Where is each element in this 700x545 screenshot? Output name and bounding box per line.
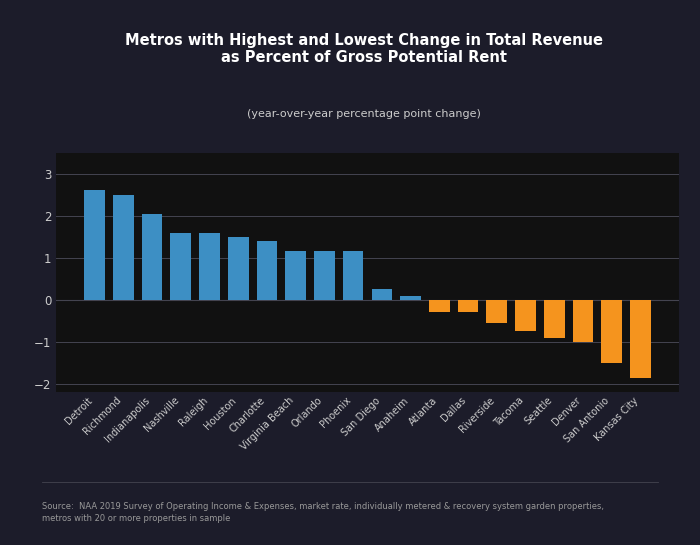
Bar: [199, 233, 220, 300]
Bar: [142, 214, 162, 300]
Bar: [372, 289, 392, 300]
Bar: [515, 300, 536, 331]
Bar: [343, 251, 363, 300]
Bar: [544, 300, 564, 338]
Bar: [286, 251, 306, 300]
Bar: [486, 300, 507, 323]
Bar: [228, 237, 248, 300]
Bar: [630, 300, 651, 378]
Bar: [400, 295, 421, 300]
Bar: [429, 300, 449, 312]
Bar: [113, 195, 134, 300]
Bar: [257, 241, 277, 300]
Text: Metros with Highest and Lowest Change in Total Revenue
as Percent of Gross Poten: Metros with Highest and Lowest Change in…: [125, 33, 603, 65]
Bar: [171, 233, 191, 300]
Bar: [573, 300, 593, 342]
Bar: [84, 190, 105, 300]
Text: Source:  NAA 2019 Survey of Operating Income & Expenses, market rate, individual: Source: NAA 2019 Survey of Operating Inc…: [42, 502, 604, 523]
Bar: [601, 300, 622, 363]
Bar: [458, 300, 478, 312]
Text: (year-over-year percentage point change): (year-over-year percentage point change): [247, 109, 481, 119]
Bar: [314, 251, 335, 300]
